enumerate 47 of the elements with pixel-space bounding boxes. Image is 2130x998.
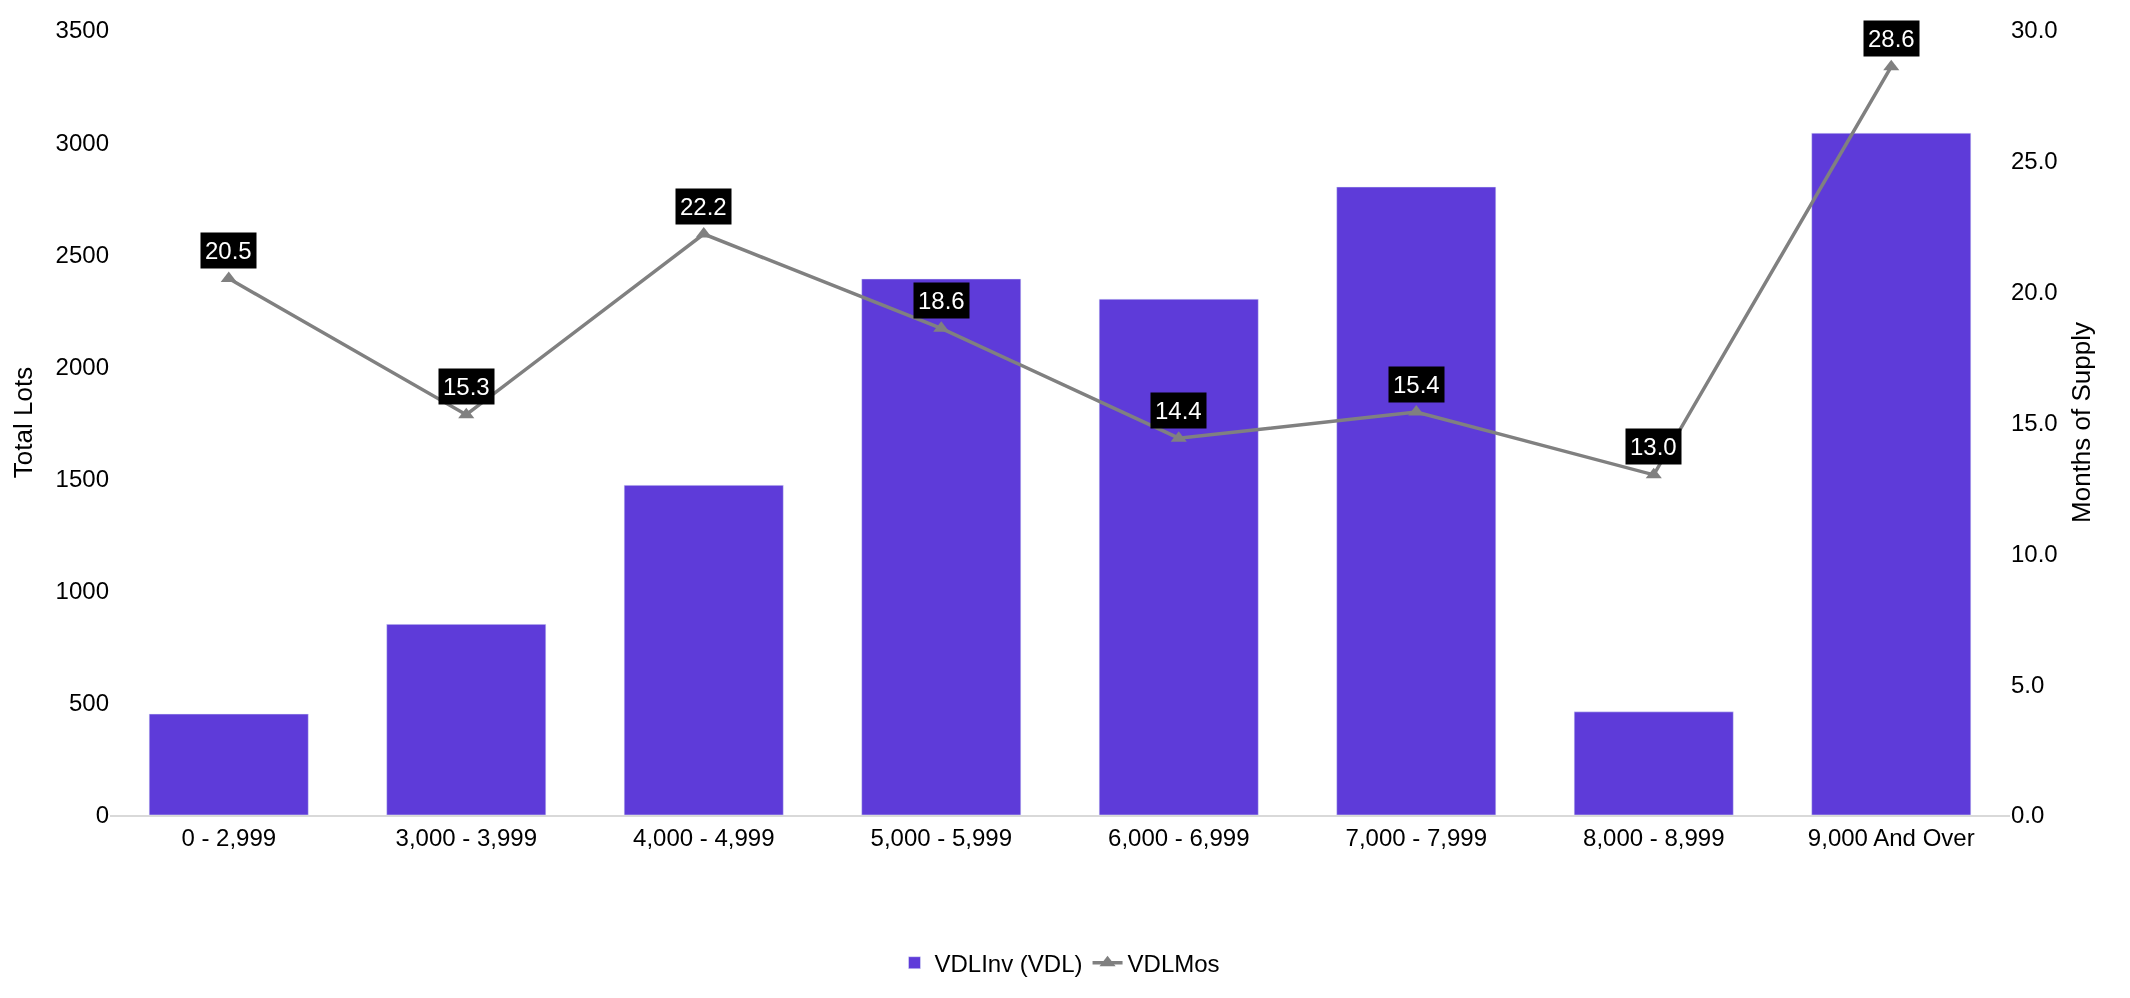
data-label: 28.6 — [1868, 25, 1915, 52]
data-label: 15.4 — [1393, 371, 1440, 398]
y-tick-label: 1500 — [55, 464, 109, 492]
y-tick-label: 2000 — [55, 352, 109, 380]
data-label: 20.5 — [205, 237, 252, 264]
point — [458, 407, 475, 419]
y-tick-label: 3000 — [55, 128, 109, 156]
y2-tick-label: 25.0 — [2011, 147, 2058, 175]
point — [220, 271, 237, 283]
y-tick-label: 2500 — [55, 240, 109, 268]
bar — [623, 485, 784, 815]
data-label: 15.3 — [443, 373, 490, 400]
y-tick-label: 500 — [68, 689, 109, 717]
bar — [386, 624, 547, 815]
y2-tick-label: 10.0 — [2011, 539, 2058, 567]
x-tick-label: 0 - 2,999 — [181, 823, 277, 851]
x-tick-label: 7,000 - 7,999 — [1345, 823, 1487, 851]
y2-axis-title: Months of Supply — [2066, 322, 2097, 523]
y-tick-label: 3500 — [55, 16, 109, 44]
bar — [148, 713, 309, 815]
bar — [1098, 298, 1259, 815]
y2-tick-label: 0.0 — [2011, 801, 2045, 829]
x-tick-label: 4,000 - 4,999 — [633, 823, 775, 851]
bar — [1573, 711, 1734, 815]
bar — [1811, 132, 1972, 815]
data-label: 18.6 — [918, 287, 965, 314]
legend-label: VDLMos — [1127, 950, 1220, 978]
x-tick-label: 5,000 - 5,999 — [870, 823, 1012, 851]
x-tick-label: 8,000 - 8,999 — [1583, 823, 1725, 851]
y-tick-label: 0 — [95, 801, 109, 829]
y2-tick-label: 15.0 — [2011, 408, 2058, 436]
point — [1645, 467, 1662, 479]
y2-tick-label: 5.0 — [2011, 670, 2045, 698]
y-tick-label: 1000 — [55, 577, 109, 605]
bar — [861, 278, 1022, 815]
bar — [1336, 186, 1497, 815]
data-label: 14.4 — [1155, 397, 1202, 424]
data-label: 22.2 — [680, 193, 727, 220]
x-tick-label: 6,000 - 6,999 — [1108, 823, 1250, 851]
point — [1883, 59, 1900, 71]
x-tick-label: 9,000 And Over — [1807, 823, 1975, 851]
y-axis-title: Total Lots — [8, 366, 39, 479]
legend-label: VDLInv (VDL) — [934, 950, 1083, 978]
data-label: 13.0 — [1630, 433, 1677, 460]
y2-tick-label: 30.0 — [2011, 16, 2058, 44]
y2-tick-label: 20.0 — [2011, 278, 2058, 306]
x-tick-label: 3,000 - 3,999 — [395, 823, 537, 851]
